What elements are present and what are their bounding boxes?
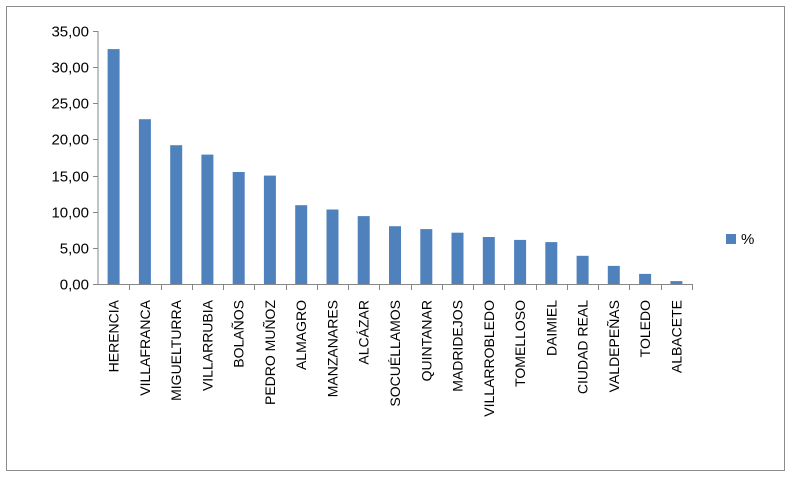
- bar: [326, 209, 339, 284]
- x-tick-label: DAIMIEL: [543, 300, 559, 356]
- x-tick-label: PEDRO MUÑOZ: [262, 300, 278, 405]
- bar: [482, 237, 495, 284]
- x-tick-label: ALBACETE: [668, 300, 684, 373]
- bar: [639, 273, 652, 284]
- bar: [357, 216, 370, 284]
- x-tick-label: MIGUELTURRA: [168, 299, 184, 401]
- x-tick-label: VILLARRUBIA: [199, 299, 215, 391]
- x-tick-label: VILLARROBLEDO: [481, 300, 497, 417]
- bar: [389, 226, 401, 284]
- x-tick-label: SOCUÉLLAMOS: [387, 300, 403, 407]
- y-tick-label: 15,00: [51, 169, 89, 186]
- x-tick-label: BOLAÑOS: [231, 300, 247, 368]
- legend-swatch: [726, 234, 736, 244]
- bar: [232, 172, 245, 284]
- y-tick-label: 35,00: [51, 24, 89, 41]
- x-tick-label: VILLAFRANCA: [137, 299, 153, 395]
- x-tick-label: TOMELLOSO: [512, 300, 528, 387]
- x-tick-label: MANZANARES: [325, 300, 341, 397]
- y-tick-label: 30,00: [51, 60, 89, 77]
- bar: [107, 49, 120, 284]
- y-tick-label: 5,00: [60, 241, 89, 258]
- bar: [170, 145, 183, 284]
- y-tick-label: 0,00: [60, 277, 89, 294]
- x-tick-label: ALMAGRO: [293, 300, 309, 370]
- legend: %: [726, 231, 754, 248]
- x-tick-label: ALCÁZAR: [356, 300, 372, 365]
- x-tick-label: MADRIDEJOS: [450, 300, 466, 392]
- bar: [514, 239, 527, 284]
- legend-label: %: [741, 231, 754, 248]
- x-tick-label: CIUDAD REAL: [575, 300, 591, 394]
- x-tick-label: TOLEDO: [637, 300, 653, 357]
- x-tick-label: VALDEPEÑAS: [606, 300, 622, 392]
- bar: [295, 205, 308, 284]
- x-axis: HERENCIA VILLAFRANCA MIGUELTURRA VILLARRUBI…: [98, 284, 693, 417]
- bar: [670, 281, 683, 284]
- y-tick-label: 25,00: [51, 96, 89, 113]
- bar: [420, 229, 433, 284]
- bar: [138, 119, 151, 284]
- bar: [451, 232, 464, 284]
- y-tick-label: 20,00: [51, 132, 89, 149]
- x-tick-label: QUINTANAR: [418, 300, 434, 381]
- x-tick-label: HERENCIA: [106, 299, 122, 372]
- bars: [107, 49, 683, 284]
- bar: [576, 255, 589, 284]
- bar: [607, 265, 620, 284]
- bar: [201, 154, 214, 284]
- y-axis: 0,00 5,00 10,00 15,00 20,00 25,00 30,00 35,00: [51, 24, 99, 294]
- y-tick-label: 10,00: [51, 205, 89, 222]
- bar: [545, 242, 558, 284]
- bar: [263, 175, 276, 284]
